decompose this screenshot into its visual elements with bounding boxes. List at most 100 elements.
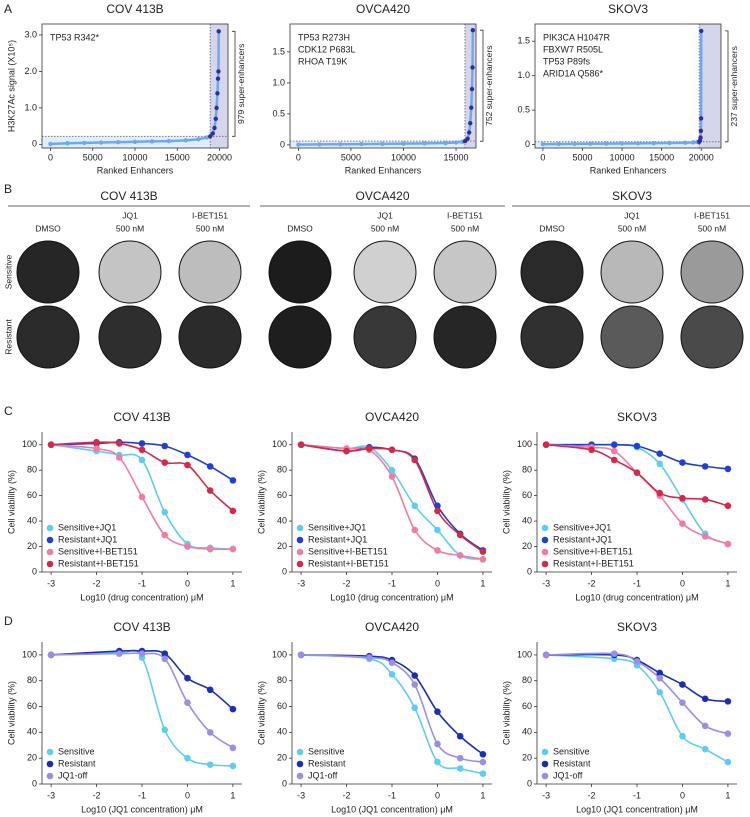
legend-marker [47,773,54,780]
point [298,652,305,659]
point [702,496,709,503]
plate [354,306,416,368]
y-tick-label: 80 [277,675,287,685]
x-tick-label: 0 [680,790,685,800]
plate [17,241,79,303]
column-dose: 500 nM [698,223,726,233]
point [184,543,191,550]
y-tick-label: 80 [27,675,37,685]
x-tick-label: 0 [680,578,685,588]
point [139,440,146,447]
x-tick-label: 15000 [444,152,469,162]
point [572,142,576,146]
y-axis-label: Cell viability (%) [256,470,266,534]
legend-marker [47,549,54,556]
point [207,546,214,553]
point [184,755,191,762]
annotation: ARID1A Q586* [543,68,604,78]
point [161,509,168,516]
legend-marker [297,749,304,756]
point [161,655,168,662]
legend-marker [542,549,549,556]
y-tick-label: 40 [522,515,532,525]
point [389,467,396,474]
y-tick-label: 0 [280,139,285,149]
y-axis-label: Cell viability (%) [501,681,511,745]
fit-curve [51,653,233,748]
x-tick-label: -3 [297,578,305,588]
y-tick-label: 0 [527,566,532,576]
y-tick-label: 80 [27,465,37,475]
x-tick-label: 0 [540,152,545,162]
point [699,129,703,133]
legend-label: Resistant+JQ1 [553,534,612,544]
chart-title: SKOV3 [608,2,648,16]
point [411,705,418,712]
point [116,140,120,144]
x-tick-label: 5000 [572,152,592,162]
y-tick-label: 20 [27,753,37,763]
y-tick-label: 80 [277,465,287,475]
point [48,142,52,146]
point [725,541,732,548]
legend-label: JQ1-off [58,770,88,780]
row-label: Resistant [3,319,13,355]
point [702,463,709,470]
point [167,139,171,143]
point [161,459,168,466]
plate [521,241,583,303]
x-tick-label: -1 [633,578,641,588]
point [217,29,221,33]
point [725,503,732,510]
point [230,763,237,770]
point [389,473,396,480]
point [389,447,396,454]
point [133,140,137,144]
y-tick-label: 20 [522,541,532,551]
point [434,508,441,515]
x-axis-label: Log10 (JQ1 concentration) μM [576,804,698,814]
point [207,487,214,494]
point [467,130,471,134]
y-tick-label: 40 [27,515,37,525]
point [656,450,663,457]
column-dose: 500 nM [196,223,224,233]
y-tick-label: 20 [522,753,532,763]
x-tick-label: 1 [480,790,485,800]
legend-marker [47,749,54,756]
column-dose: 500 nM [116,223,144,233]
point [611,457,618,464]
point [698,135,702,139]
y-axis-label: Cell viability (%) [6,470,16,534]
y-tick-label: 20 [277,541,287,551]
point [634,443,641,450]
point [139,457,146,464]
x-tick-label: -1 [138,790,146,800]
chart-title: OVCA420 [356,2,410,16]
x-axis-label: Log10 (drug concentration) μM [575,592,698,602]
x-tick-label: 0 [185,790,190,800]
plate [434,306,496,368]
x-tick-label: -1 [388,578,396,588]
column-label: I-BET151 [192,210,228,220]
point [338,142,342,146]
x-tick-label: 1 [725,790,730,800]
y-tick-label: 60 [277,490,287,500]
point [343,448,350,455]
point [457,532,464,539]
annotation: TP53 P89fs [543,56,591,66]
point [434,547,441,554]
point [411,681,418,688]
point [634,658,641,665]
legend-marker [47,525,54,532]
plate [17,306,79,368]
point [139,494,146,501]
y-tick-label: 60 [27,701,37,711]
point [443,141,447,145]
x-tick-label: -2 [588,578,596,588]
legend-label: Sensitive [308,746,345,756]
point [230,706,237,713]
point [699,29,703,33]
point [230,477,237,484]
point [702,746,709,753]
